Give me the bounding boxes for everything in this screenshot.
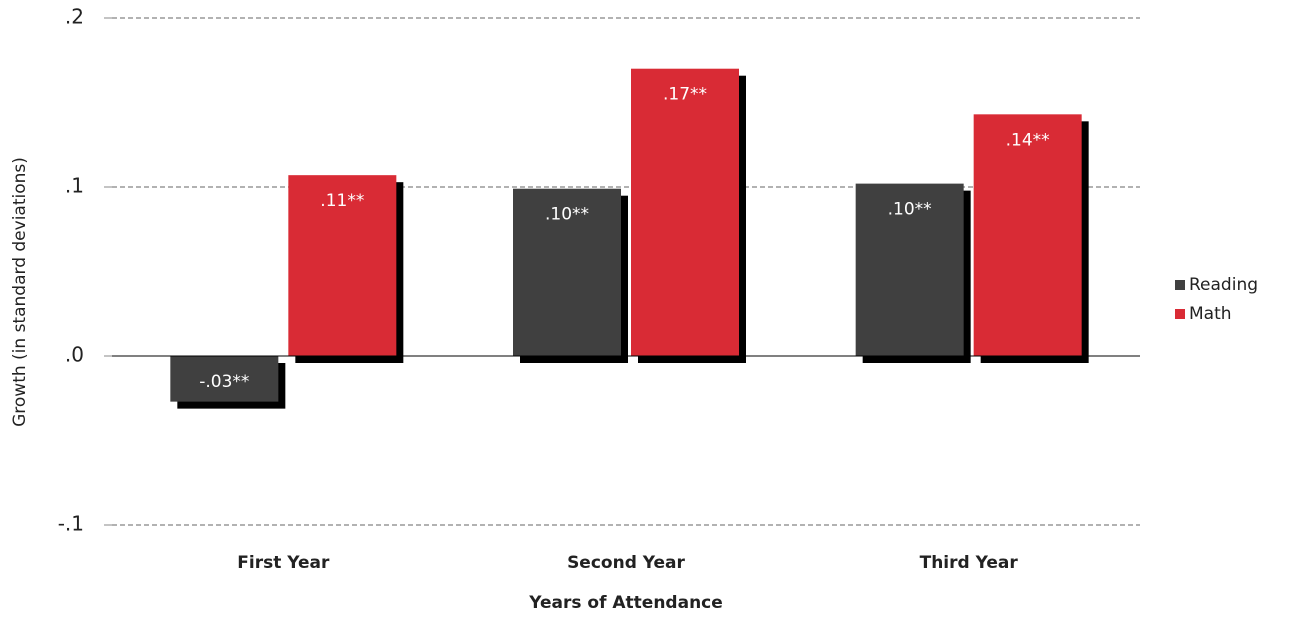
x-tick-label: First Year xyxy=(237,553,330,573)
x-axis-title: Years of Attendance xyxy=(528,593,723,613)
legend-swatch xyxy=(1175,309,1185,319)
y-tick-label: .0 xyxy=(65,343,84,367)
bar xyxy=(973,114,1082,356)
y-tick-label: .1 xyxy=(65,174,84,198)
value-label: -.03** xyxy=(199,372,249,392)
bar xyxy=(855,183,964,356)
y-axis-title: Growth (in standard deviations) xyxy=(10,157,30,427)
y-tick-label: .2 xyxy=(65,5,84,29)
value-label: .17** xyxy=(663,85,707,105)
legend-label: Reading xyxy=(1189,275,1258,295)
legend-label: Math xyxy=(1189,304,1232,324)
bar xyxy=(513,188,621,356)
value-label: .10** xyxy=(545,205,589,225)
y-tick-label: -.1 xyxy=(58,512,84,536)
x-tick-label: Third Year xyxy=(920,553,1019,573)
value-label: .10** xyxy=(888,200,932,220)
bar xyxy=(631,68,739,356)
legend-swatch xyxy=(1175,280,1185,290)
value-label: .11** xyxy=(320,191,364,211)
bar xyxy=(288,175,397,356)
value-label: .14** xyxy=(1006,130,1050,150)
bar xyxy=(170,356,279,402)
x-tick-label: Second Year xyxy=(567,553,685,573)
